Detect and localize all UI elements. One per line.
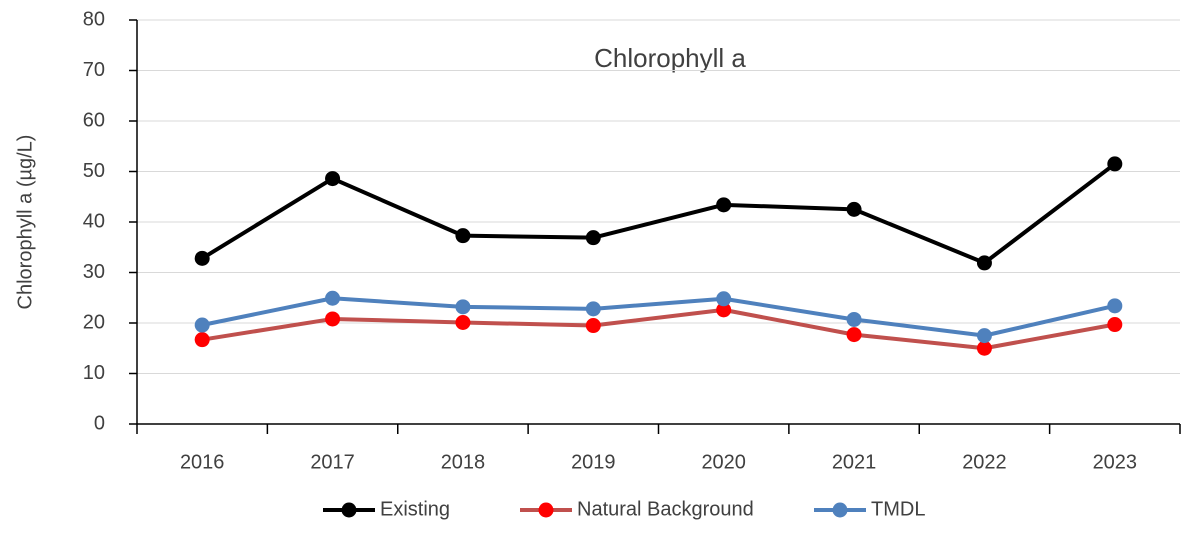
series-line [201, 307, 1116, 351]
series-line [201, 162, 1117, 265]
x-tick-label: 2019 [571, 451, 616, 473]
y-tick-label: 80 [83, 8, 105, 30]
x-tick-label: 2018 [441, 451, 486, 473]
legend-marker [341, 502, 357, 518]
x-tick-label: 2017 [310, 451, 355, 473]
x-tick-label: 2016 [180, 451, 225, 473]
y-tick-label: 20 [83, 311, 105, 333]
legend-label: Existing [380, 498, 450, 520]
marker [455, 299, 471, 315]
marker [846, 311, 862, 327]
marker [455, 228, 471, 244]
legend-label: TMDL [871, 498, 925, 520]
x-tick-label: 2021 [832, 451, 877, 473]
legend-label: Natural Background [577, 498, 754, 520]
marker [846, 327, 862, 343]
marker [716, 197, 732, 213]
chart-title: Chlorophyll a [594, 43, 746, 73]
marker [325, 290, 341, 306]
y-tick-label: 10 [83, 362, 105, 384]
marker [976, 328, 992, 344]
marker [194, 332, 210, 348]
marker [455, 314, 471, 330]
y-tick-label: 40 [83, 210, 105, 232]
legend-marker [538, 502, 554, 518]
series-line [201, 296, 1116, 338]
y-tick-label: 50 [83, 160, 105, 182]
y-tick-label: 30 [83, 261, 105, 283]
legend-marker [832, 502, 848, 518]
x-tick-label: 2022 [962, 451, 1007, 473]
x-tick-label: 2023 [1093, 451, 1138, 473]
marker [325, 171, 341, 187]
marker [194, 317, 210, 333]
y-tick-label: 60 [83, 109, 105, 131]
marker [846, 201, 862, 217]
marker [1107, 156, 1123, 172]
x-tick-label: 2020 [701, 451, 746, 473]
y-axis-label: Chlorophyll a (µg/L) [14, 135, 36, 310]
y-tick-label: 0 [94, 412, 105, 434]
marker [716, 291, 732, 307]
marker [585, 301, 601, 317]
marker [1107, 298, 1123, 314]
marker [976, 340, 992, 356]
marker [585, 318, 601, 334]
marker [325, 311, 341, 327]
marker [1107, 317, 1123, 333]
y-tick-label: 70 [83, 59, 105, 81]
marker [716, 302, 732, 318]
marker [976, 255, 992, 271]
marker [585, 230, 601, 246]
marker [194, 250, 210, 266]
